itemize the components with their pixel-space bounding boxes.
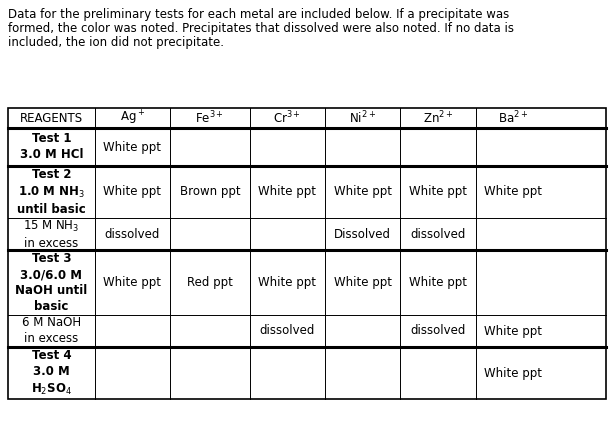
Text: White ppt: White ppt	[409, 276, 467, 289]
Text: Dissolved: Dissolved	[334, 228, 391, 240]
Text: White ppt: White ppt	[485, 367, 543, 379]
Text: White ppt: White ppt	[103, 276, 161, 289]
Text: White ppt: White ppt	[103, 185, 161, 198]
Text: White ppt: White ppt	[258, 276, 316, 289]
Text: 6 M NaOH
in excess: 6 M NaOH in excess	[22, 316, 81, 346]
Bar	[8, 108, 606, 399]
Text: Red ppt: Red ppt	[187, 276, 233, 289]
Text: White ppt: White ppt	[334, 276, 392, 289]
Text: Test 2
1.0 M NH$_3$
until basic: Test 2 1.0 M NH$_3$ until basic	[17, 168, 86, 216]
Text: included, the ion did not precipitate.: included, the ion did not precipitate.	[8, 36, 224, 49]
Text: Zn$^{2+}$: Zn$^{2+}$	[423, 110, 453, 126]
Text: White ppt: White ppt	[334, 185, 392, 198]
Text: Test 3
3.0/6.0 M
NaOH until
basic: Test 3 3.0/6.0 M NaOH until basic	[15, 252, 87, 313]
Text: Cr$^{3+}$: Cr$^{3+}$	[273, 110, 301, 126]
Text: dissolved: dissolved	[410, 325, 466, 337]
Text: White ppt: White ppt	[258, 185, 316, 198]
Text: 15 M NH$_3$
in excess: 15 M NH$_3$ in excess	[23, 218, 79, 250]
Text: dissolved: dissolved	[410, 228, 466, 240]
Text: Ba$^{2+}$: Ba$^{2+}$	[498, 110, 529, 126]
Text: Ag$^+$: Ag$^+$	[120, 109, 145, 127]
Text: Test 1
3.0 M HCl: Test 1 3.0 M HCl	[20, 132, 83, 162]
Text: REAGENTS: REAGENTS	[20, 111, 83, 125]
Text: White ppt: White ppt	[485, 185, 543, 198]
Text: Test 4
3.0 M
H$_2$SO$_4$: Test 4 3.0 M H$_2$SO$_4$	[31, 349, 72, 397]
Text: dissolved: dissolved	[260, 325, 315, 337]
Text: Ni$^{2+}$: Ni$^{2+}$	[349, 110, 376, 126]
Text: White ppt: White ppt	[409, 185, 467, 198]
Text: Brown ppt: Brown ppt	[180, 185, 240, 198]
Text: Fe$^{3+}$: Fe$^{3+}$	[196, 110, 224, 126]
Text: Data for the preliminary tests for each metal are included below. If a precipita: Data for the preliminary tests for each …	[8, 8, 509, 21]
Text: dissolved: dissolved	[104, 228, 160, 240]
Text: White ppt: White ppt	[485, 325, 543, 337]
Text: White ppt: White ppt	[103, 141, 161, 153]
Text: formed, the color was noted. Precipitates that dissolved were also noted. If no : formed, the color was noted. Precipitate…	[8, 22, 514, 35]
